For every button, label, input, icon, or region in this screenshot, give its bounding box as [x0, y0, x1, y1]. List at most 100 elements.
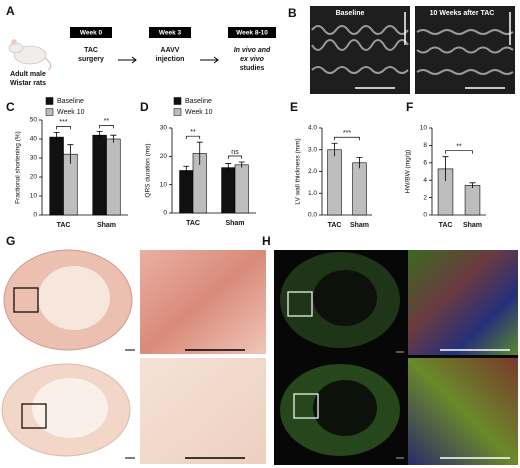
- echo-trace: [311, 25, 409, 74]
- y-tick-label: 10: [420, 125, 428, 132]
- zoom-image: [408, 358, 518, 465]
- week-box: [228, 27, 276, 38]
- rat-icon: [11, 39, 17, 45]
- x-tick-label: Sham: [225, 220, 244, 227]
- zoom-image: [140, 250, 266, 354]
- y-tick-label: 30: [30, 155, 38, 162]
- bar: [92, 134, 107, 216]
- echo-trace: [416, 29, 514, 75]
- panel-labels: A B C D E F G H: [6, 4, 413, 248]
- arrow: [200, 56, 219, 64]
- rat-icon: [8, 42, 24, 54]
- step-label: injection: [156, 56, 185, 63]
- significance-bracket: [445, 150, 473, 154]
- error-bar: [238, 161, 245, 168]
- y-tick-label: 40: [30, 136, 38, 143]
- x-tick-label: Sham: [350, 222, 369, 229]
- y-tick-label: 4: [423, 177, 427, 184]
- step-label: In vivo and: [234, 47, 271, 54]
- bar: [221, 167, 236, 214]
- y-tick-label: 30: [160, 125, 168, 132]
- step-label: surgery: [78, 56, 104, 63]
- significance-bracket: [185, 135, 201, 140]
- echo-label: 10 Weeks after TAC: [430, 10, 495, 17]
- rat-icon: [44, 57, 52, 71]
- step-label: ex vivo: [240, 56, 264, 63]
- y-tick-label: 0: [33, 212, 37, 219]
- error-bar: [196, 141, 203, 165]
- error-bar: [225, 163, 232, 172]
- heart-cavity: [32, 378, 108, 438]
- zoom-box: [287, 291, 313, 317]
- bar: [327, 149, 342, 216]
- error-bar: [442, 156, 449, 182]
- y-tick-label: 0.0: [308, 212, 317, 219]
- legend-swatch: [173, 108, 182, 116]
- bar: [49, 136, 64, 216]
- y-tick-label: 2.0: [308, 168, 317, 175]
- subject-label: Adult male: [10, 71, 46, 78]
- significance-bracket: [334, 136, 360, 141]
- week-label: Week 8-10: [236, 30, 268, 37]
- error-bar: [110, 134, 117, 143]
- echo-label: Baseline: [336, 10, 365, 17]
- fluorescence: [274, 250, 518, 465]
- significance-label: **: [190, 129, 196, 136]
- panel-label: H: [262, 234, 271, 248]
- week-box: [70, 27, 112, 38]
- y-axis-label: LV wall thickness (mm): [295, 138, 302, 204]
- y-axis-label: HW/BW (mg/g): [405, 150, 412, 194]
- error-bar: [96, 131, 103, 139]
- x-tick-label: TAC: [57, 222, 71, 229]
- x-tick-label: Sham: [463, 222, 482, 229]
- bar: [234, 164, 249, 214]
- legend-swatch: [173, 97, 182, 105]
- bar: [464, 185, 481, 216]
- legend-label: Baseline: [57, 98, 84, 105]
- y-tick-label: 20: [160, 153, 168, 160]
- legend-label: Baseline: [185, 98, 212, 105]
- legend-swatch: [45, 97, 54, 105]
- week-label: Week 0: [80, 30, 103, 37]
- y-axis-label: QRS duration (ms): [145, 143, 152, 197]
- zoom-box: [21, 403, 47, 429]
- y-tick-label: 1.0: [308, 190, 317, 197]
- echo-images: Baseline 10 Weeks after TAC: [310, 6, 515, 94]
- timeline: Adult male Wistar rats Week 0 TAC surger…: [8, 27, 276, 87]
- significance-label: ***: [59, 119, 67, 126]
- y-tick-label: 10: [160, 181, 168, 188]
- y-tick-label: 3.0: [308, 146, 317, 153]
- y-tick-label: 8: [423, 142, 427, 149]
- panel-label: G: [6, 234, 15, 248]
- echo-image: [310, 6, 410, 94]
- error-bar: [331, 142, 338, 157]
- week-box: [149, 27, 191, 38]
- error-bar: [53, 131, 60, 142]
- x-tick-label: TAC: [328, 222, 342, 229]
- panel-label: E: [290, 100, 298, 114]
- y-tick-label: 0: [163, 210, 167, 217]
- subject-label: Wistar rats: [10, 80, 46, 87]
- x-tick-label: Sham: [97, 222, 116, 229]
- y-tick-label: 6: [423, 160, 427, 167]
- heart-cavity: [313, 380, 377, 436]
- zoom-image: [408, 250, 518, 355]
- y-tick-label: 20: [30, 174, 38, 181]
- error-bar: [183, 165, 190, 175]
- panel-label: F: [406, 100, 413, 114]
- zoom-image: [140, 358, 266, 464]
- step-label: studies: [240, 65, 265, 72]
- y-axis-label: Fractional shortening (%): [15, 131, 22, 204]
- x-tick-label: TAC: [439, 222, 453, 229]
- significance-label: **: [104, 118, 110, 125]
- zoom-box: [13, 287, 39, 313]
- significance-label: ***: [343, 130, 351, 137]
- significance-bracket: [99, 125, 114, 129]
- y-tick-label: 4.0: [308, 125, 317, 132]
- step-label: TAC: [84, 47, 98, 54]
- legend-label: Week 10: [57, 109, 85, 116]
- week-label: Week 3: [159, 30, 182, 37]
- error-bar: [469, 182, 476, 189]
- error-bar: [67, 144, 74, 164]
